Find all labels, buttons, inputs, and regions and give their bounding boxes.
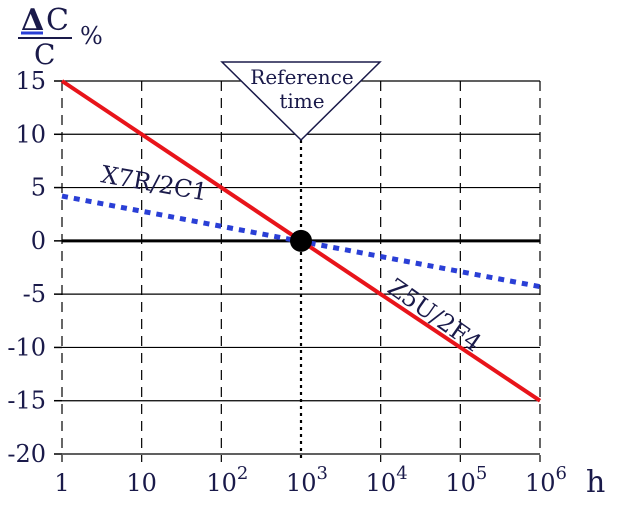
y-tick-label: 10 — [15, 120, 46, 148]
y-tick-label: -10 — [7, 333, 46, 361]
reference-label-line1: Reference — [250, 65, 353, 89]
y-tick-label: 15 — [15, 67, 46, 95]
y-unit-numerator: C — [46, 3, 69, 38]
y-unit-percent: % — [80, 22, 103, 50]
y-unit-denominator: C — [34, 38, 55, 71]
x-tick-label: 106 — [525, 463, 567, 497]
y-unit-label: Δ C C % — [18, 3, 103, 71]
y-unit-delta: Δ — [21, 3, 44, 38]
x-tick-label: 105 — [445, 463, 487, 497]
y-tick-label: -5 — [23, 280, 46, 308]
series-layer — [60, 79, 542, 403]
x-tick-label: 1 — [54, 469, 69, 497]
y-tick-label: 5 — [31, 174, 46, 202]
series-label: Z5U/2F4 — [383, 273, 487, 358]
y-tick-label: 0 — [31, 227, 46, 255]
x-unit-label: h — [586, 465, 605, 500]
x-tick-label: 10 — [126, 469, 157, 497]
reference-label-line2: time — [279, 89, 324, 113]
x-tick-label: 102 — [206, 463, 248, 497]
y-tick-label: -15 — [7, 387, 46, 415]
reference-marker: Reference time — [220, 61, 382, 142]
x-tick-label: 104 — [366, 463, 408, 497]
reference-triangle — [220, 61, 382, 142]
y-tick-label: -20 — [7, 440, 46, 468]
reference-point — [290, 229, 312, 252]
x-tick-label: 103 — [286, 463, 328, 497]
